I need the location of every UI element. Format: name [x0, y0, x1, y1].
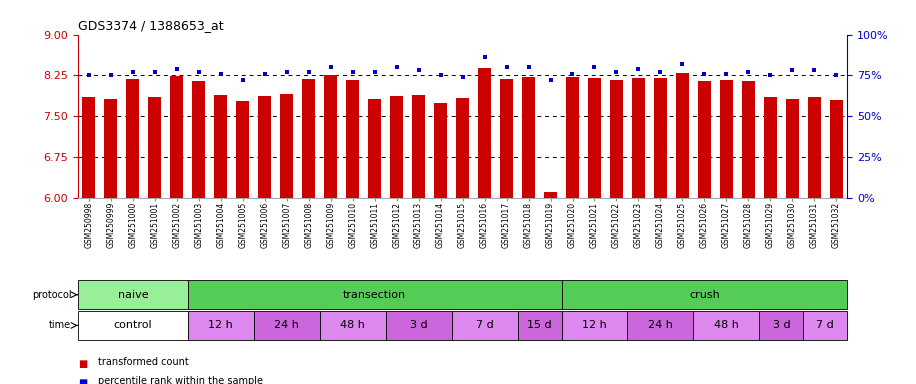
Bar	[562, 280, 847, 309]
Bar	[126, 79, 139, 198]
Bar	[544, 192, 557, 198]
Bar	[254, 311, 320, 340]
Bar	[104, 99, 117, 198]
Text: transection: transection	[344, 290, 406, 300]
Text: time: time	[49, 320, 71, 331]
Bar	[148, 97, 161, 198]
Bar	[654, 78, 667, 198]
Bar	[632, 78, 645, 198]
Bar	[764, 97, 777, 198]
Bar	[566, 77, 579, 198]
Bar	[720, 80, 733, 198]
Bar	[627, 311, 693, 340]
Bar	[830, 100, 843, 198]
Bar	[698, 81, 711, 198]
Text: naive: naive	[117, 290, 148, 300]
Bar	[368, 99, 381, 198]
Text: 48 h: 48 h	[714, 320, 739, 331]
Bar	[742, 81, 755, 198]
Bar	[588, 78, 601, 198]
Text: 7 d: 7 d	[475, 320, 494, 331]
Text: ■: ■	[78, 359, 87, 369]
Bar	[786, 99, 799, 198]
Text: 3 d: 3 d	[409, 320, 428, 331]
Text: transformed count: transformed count	[98, 357, 189, 367]
Text: 24 h: 24 h	[648, 320, 673, 331]
Bar	[478, 68, 491, 198]
Bar	[82, 97, 95, 198]
Text: crush: crush	[689, 290, 720, 300]
Text: GDS3374 / 1388653_at: GDS3374 / 1388653_at	[78, 19, 224, 32]
Bar	[78, 280, 188, 309]
Bar	[78, 311, 188, 340]
Bar	[324, 75, 337, 198]
Bar	[456, 98, 469, 198]
Text: 24 h: 24 h	[274, 320, 300, 331]
Text: 48 h: 48 h	[340, 320, 365, 331]
Bar	[320, 311, 386, 340]
Bar	[434, 103, 447, 198]
Bar	[610, 80, 623, 198]
Bar	[759, 311, 803, 340]
Bar	[562, 311, 627, 340]
Text: ■: ■	[78, 378, 87, 384]
Bar	[518, 311, 562, 340]
Text: 3 d: 3 d	[772, 320, 791, 331]
Bar	[412, 96, 425, 198]
Text: 12 h: 12 h	[208, 320, 234, 331]
Bar	[192, 81, 205, 198]
Text: 12 h: 12 h	[582, 320, 607, 331]
Text: 15 d: 15 d	[528, 320, 551, 331]
Bar	[188, 280, 562, 309]
Bar	[452, 311, 518, 340]
Bar	[522, 77, 535, 198]
Text: protocol: protocol	[32, 290, 71, 300]
Bar	[693, 311, 759, 340]
Bar	[188, 311, 254, 340]
Bar	[808, 97, 821, 198]
Bar	[170, 76, 183, 198]
Bar	[236, 101, 249, 198]
Text: 7 d: 7 d	[816, 320, 834, 331]
Bar	[676, 73, 689, 198]
Bar	[346, 80, 359, 198]
Text: percentile rank within the sample: percentile rank within the sample	[98, 376, 263, 384]
Text: control: control	[114, 320, 152, 331]
Bar	[803, 311, 847, 340]
Bar	[390, 96, 403, 198]
Bar	[258, 96, 271, 198]
Bar	[302, 79, 315, 198]
Bar	[386, 311, 452, 340]
Bar	[280, 94, 293, 198]
Bar	[500, 79, 513, 198]
Bar	[214, 96, 227, 198]
